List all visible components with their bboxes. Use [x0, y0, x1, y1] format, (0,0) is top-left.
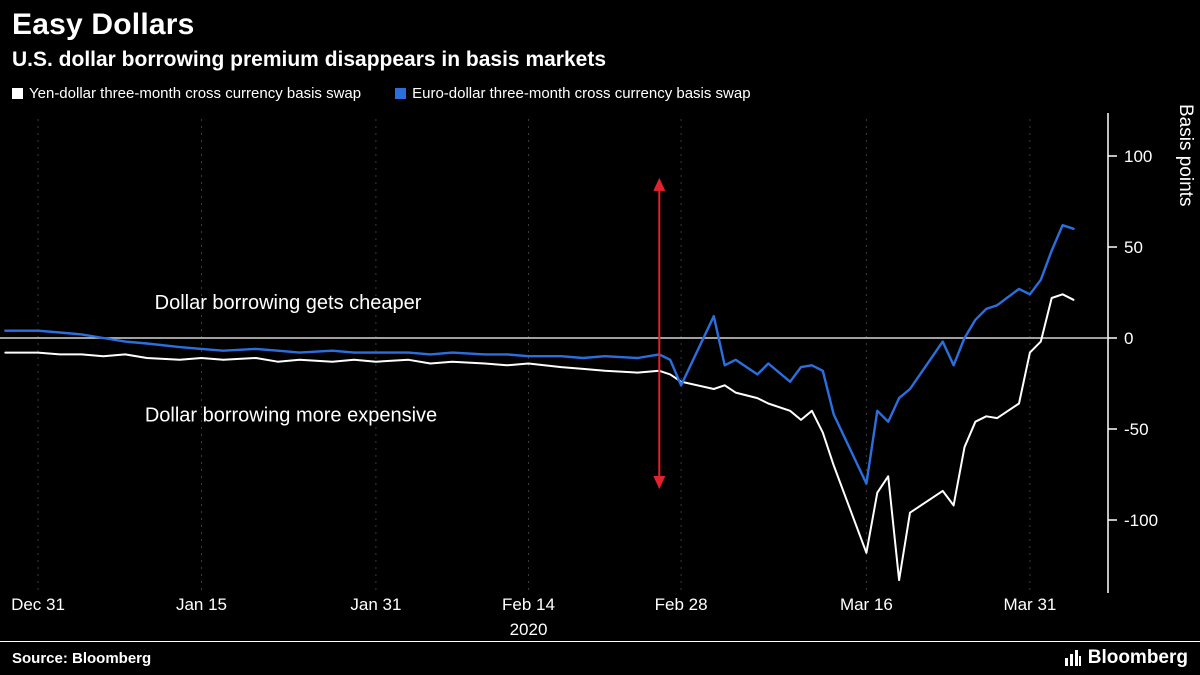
y-axis-title: Basis points	[1175, 104, 1196, 207]
series-line	[4, 223, 1075, 485]
x-tick-label: Dec 31	[11, 595, 65, 614]
footer: Source: Bloomberg Bloomberg	[0, 641, 1200, 674]
arrowhead-up-icon	[653, 177, 666, 191]
y-tick-label: 100	[1124, 147, 1152, 166]
chart-header: Easy Dollars U.S. dollar borrowing premi…	[0, 0, 1200, 72]
legend-item-yen: Yen-dollar three-month cross currency ba…	[12, 85, 361, 102]
x-tick-label: Feb 14	[502, 595, 555, 614]
series-line	[4, 293, 1075, 582]
bloomberg-logo-icon	[1064, 650, 1081, 666]
y-tick-label: 50	[1124, 238, 1143, 257]
y-tick-label: -50	[1124, 420, 1149, 439]
legend: Yen-dollar three-month cross currency ba…	[0, 85, 1200, 102]
chart-area: Dec 31 Jan 15 Jan 31 Feb 14 Feb 28 Mar 16 Mar …	[0, 104, 1200, 641]
legend-item-euro: Euro-dollar three-month cross currency b…	[395, 85, 751, 102]
arrowhead-down-icon	[653, 476, 666, 490]
x-tick-label: Jan 15	[176, 595, 227, 614]
bloomberg-logo-text: Bloomberg	[1087, 647, 1188, 668]
x-axis-year-label: 2020	[510, 620, 548, 639]
chart-subtitle: U.S. dollar borrowing premium disappears…	[12, 48, 606, 71]
chart-title: Easy Dollars	[12, 8, 195, 41]
chart-annotation: Dollar borrowing more expensive	[145, 405, 437, 427]
x-tick-label: Mar 16	[840, 595, 893, 614]
chart-annotation: Dollar borrowing gets cheaper	[155, 292, 422, 314]
legend-label-euro: Euro-dollar three-month cross currency b…	[412, 85, 751, 102]
yen-series-swatch-icon	[12, 88, 23, 99]
legend-label-yen: Yen-dollar three-month cross currency ba…	[29, 85, 362, 102]
euro-series-swatch-icon	[395, 88, 407, 99]
basis-swap-line-chart: Dec 31 Jan 15 Jan 31 Feb 14 Feb 28 Mar 16 Mar …	[0, 113, 1158, 639]
y-tick-label: -100	[1124, 511, 1158, 530]
source-credit: Source: Bloomberg	[12, 649, 152, 667]
x-tick-label: Jan 31	[350, 595, 401, 614]
y-tick-label: 0	[1124, 329, 1133, 348]
bloomberg-logo: Bloomberg	[1064, 647, 1188, 669]
x-tick-label: Mar 31	[1003, 595, 1056, 614]
x-tick-label: Feb 28	[655, 595, 708, 614]
